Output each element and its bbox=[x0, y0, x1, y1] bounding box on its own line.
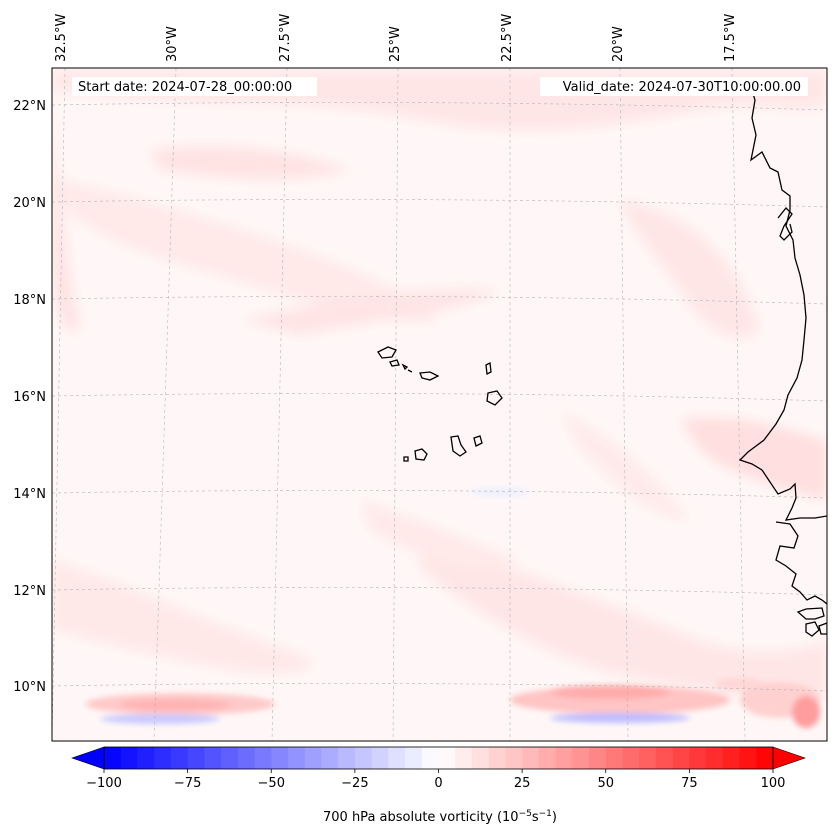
colorbar-cell bbox=[187, 747, 205, 769]
colorbar-cell bbox=[304, 747, 322, 769]
lon-label: 17.5°W bbox=[723, 14, 738, 62]
map-frame bbox=[51, 67, 828, 742]
colorbar-cell bbox=[522, 747, 540, 769]
lat-label: 20°N bbox=[13, 196, 46, 211]
colorbar-tick-label: −75 bbox=[174, 776, 201, 791]
colorbar-cells bbox=[104, 747, 774, 769]
start-date-label: Start date: 2024-07-28_00:00:00 bbox=[78, 80, 292, 95]
colorbar-ticks: −100 −75 −50 −25 0 25 50 75 100 bbox=[86, 769, 785, 791]
colorbar-tick-label: −50 bbox=[258, 776, 285, 791]
colorbar-cell bbox=[756, 747, 774, 769]
map-area: Start date: 2024-07-28_00:00:00 Valid_da… bbox=[52, 68, 827, 741]
colorbar-cell bbox=[722, 747, 741, 769]
colorbar-cell bbox=[154, 747, 172, 769]
colorbar-cell bbox=[405, 747, 423, 769]
colorbar-cell bbox=[689, 747, 707, 769]
colorbar-cell bbox=[572, 747, 590, 769]
graticule bbox=[52, 68, 827, 741]
colorbar-cell bbox=[471, 747, 490, 769]
colorbar-cell bbox=[655, 747, 674, 769]
colorbar-cell bbox=[271, 747, 289, 769]
colorbar-tick-label: 25 bbox=[514, 776, 531, 791]
colorbar-cell bbox=[505, 747, 523, 769]
colorbar-cell bbox=[221, 747, 239, 769]
colorbar-max-extend bbox=[772, 746, 806, 770]
colorbar-cell bbox=[555, 747, 573, 769]
cape-verde-islands bbox=[377, 346, 503, 462]
colorbar-cell bbox=[706, 747, 724, 769]
vorticity-field bbox=[52, 68, 827, 700]
colorbar-min-extend bbox=[71, 746, 105, 770]
lon-label: 32.5°W bbox=[54, 14, 69, 62]
colorbar-cell bbox=[672, 747, 690, 769]
colorbar-cell bbox=[137, 747, 155, 769]
latitude-labels: 22°N 20°N 18°N 16°N 14°N 12°N 10°N bbox=[13, 99, 46, 695]
lat-label: 10°N bbox=[13, 680, 46, 695]
lon-label: 30°W bbox=[165, 26, 180, 62]
vorticity-bands-south bbox=[85, 487, 820, 728]
colorbar-cell bbox=[538, 747, 557, 769]
colorbar-cell bbox=[639, 747, 657, 769]
lat-label: 12°N bbox=[13, 584, 46, 599]
lon-label: 20°W bbox=[611, 26, 626, 62]
colorbar: −100 −75 −50 −25 0 25 50 75 100 700 hPa absolute… bbox=[71, 746, 806, 825]
header-boxes bbox=[72, 77, 808, 96]
colorbar-cell bbox=[488, 747, 506, 769]
colorbar-cell bbox=[104, 747, 122, 769]
colorbar-cell bbox=[605, 747, 623, 769]
colorbar-cell bbox=[170, 747, 189, 769]
colorbar-cell bbox=[438, 747, 456, 769]
colorbar-cell bbox=[421, 747, 439, 769]
colorbar-cell bbox=[120, 747, 138, 769]
colorbar-label: 700 hPa absolute vorticity (10−5s−1) bbox=[323, 809, 557, 825]
african-coastline bbox=[738, 83, 827, 637]
colorbar-cell bbox=[204, 747, 222, 769]
colorbar-cell bbox=[321, 747, 339, 769]
colorbar-cell bbox=[254, 747, 272, 769]
lon-label: 25°W bbox=[388, 26, 403, 62]
colorbar-cell bbox=[388, 747, 406, 769]
colorbar-cell bbox=[622, 747, 640, 769]
colorbar-cell bbox=[589, 747, 607, 769]
colorbar-tick-label: 50 bbox=[597, 776, 614, 791]
colorbar-cell bbox=[237, 747, 256, 769]
colorbar-tick-label: −100 bbox=[86, 776, 122, 791]
lat-label: 18°N bbox=[13, 293, 46, 308]
lat-label: 22°N bbox=[13, 99, 46, 114]
colorbar-cell bbox=[287, 747, 306, 769]
colorbar-cell bbox=[371, 747, 389, 769]
lat-label: 16°N bbox=[13, 390, 46, 405]
colorbar-cell bbox=[354, 747, 373, 769]
lon-label: 27.5°W bbox=[278, 14, 293, 62]
colorbar-cell bbox=[739, 747, 757, 769]
colorbar-tick-label: −25 bbox=[341, 776, 368, 791]
longitude-labels: 32.5°W 30°W 27.5°W 25°W 22.5°W 20°W 17.5… bbox=[54, 14, 738, 62]
colorbar-cell bbox=[455, 747, 473, 769]
colorbar-tick-label: 100 bbox=[761, 776, 786, 791]
lon-label: 22.5°W bbox=[500, 14, 515, 62]
colorbar-tick-label: 0 bbox=[434, 776, 442, 791]
valid-date-label: Valid_date: 2024-07-30T10:00:00.00 bbox=[563, 80, 801, 95]
colorbar-cell bbox=[338, 747, 356, 769]
lat-label: 14°N bbox=[13, 487, 46, 502]
colorbar-tick-label: 75 bbox=[681, 776, 698, 791]
